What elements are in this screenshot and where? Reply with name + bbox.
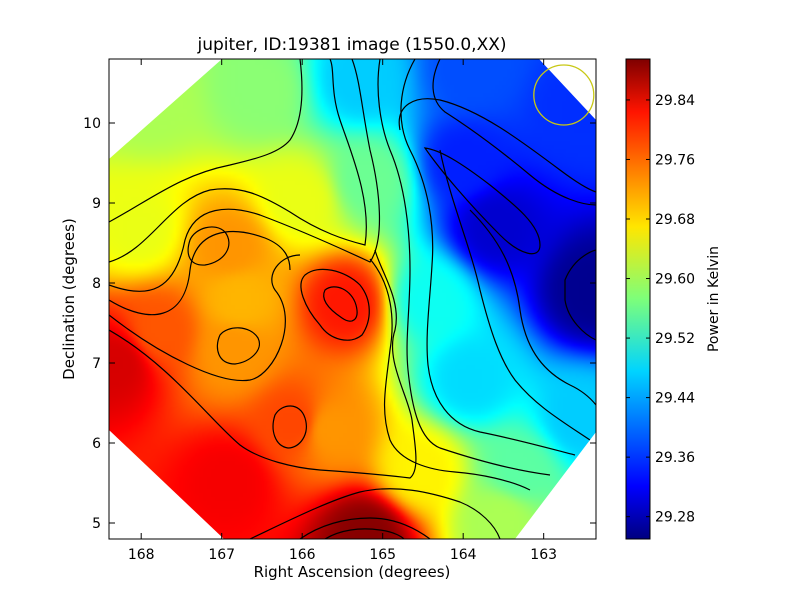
x-tick-label: 164 (450, 547, 477, 563)
beam-circle-marker (533, 64, 595, 126)
contour-line (432, 59, 596, 206)
contour-line (400, 59, 576, 456)
contour-line (109, 59, 303, 223)
y-tick-label: 10 (83, 116, 101, 132)
colorbar-tick-label: 29.28 (655, 510, 695, 526)
contour-line (377, 59, 551, 476)
colorbar-tick-label: 29.44 (655, 391, 695, 407)
x-tick-label: 163 (530, 547, 557, 563)
colorbar (625, 58, 651, 540)
contour-line (300, 268, 370, 341)
plot-frame (108, 58, 597, 540)
contour-line (398, 98, 596, 193)
heatmap-image (109, 59, 596, 539)
contour-line (323, 286, 358, 322)
colorbar-tick-label: 29.76 (655, 152, 695, 168)
contour-line (469, 209, 596, 406)
y-tick-label: 5 (92, 516, 101, 532)
colorbar-tick-label: 29.60 (655, 272, 695, 288)
contour-line (299, 517, 431, 539)
y-tick-label: 8 (92, 276, 101, 292)
colorbar-ticks: 29.28 29.36 29.44 29.52 29.60 29.68 29.76 29.84 (626, 93, 695, 526)
y-tick-label: 9 (92, 196, 101, 212)
contour-line (249, 488, 501, 539)
contour-line (109, 59, 381, 292)
x-tick-label: 165 (369, 547, 396, 563)
contour-line (369, 258, 531, 491)
x-tick-label: 166 (289, 547, 316, 563)
y-axis-label: Declination (degrees) (60, 218, 78, 380)
colorbar-tick-label: 29.52 (655, 331, 695, 347)
x-axis-label: Right Ascension (degrees) (254, 563, 451, 581)
contour-line (439, 149, 591, 441)
contour-line (272, 405, 307, 449)
y-tick-label: 7 (92, 356, 101, 372)
contour-line (216, 327, 260, 365)
x-tick-label: 167 (208, 547, 235, 563)
colorbar-label: Power in Kelvin (706, 246, 722, 352)
colorbar-tick-label: 29.36 (655, 450, 695, 466)
contour-line (109, 231, 291, 316)
contour-line (564, 249, 596, 341)
contour-line (187, 226, 230, 266)
contour-line (109, 249, 417, 479)
x-tick-label: 168 (128, 547, 155, 563)
y-axis-ticks: 5 6 7 8 9 10 (83, 116, 596, 532)
contour-line (109, 254, 301, 382)
contour-line (324, 528, 405, 539)
colorbar-tick-label: 29.84 (655, 93, 695, 109)
chart-title: jupiter, ID:19381 image (1550.0,XX) (196, 35, 506, 55)
contour-line (109, 59, 367, 263)
colorbar-tick-label: 29.68 (655, 212, 695, 228)
y-tick-label: 6 (92, 436, 101, 452)
contour-line (423, 147, 541, 255)
x-axis-ticks: 168 167 166 165 164 163 (128, 59, 557, 563)
